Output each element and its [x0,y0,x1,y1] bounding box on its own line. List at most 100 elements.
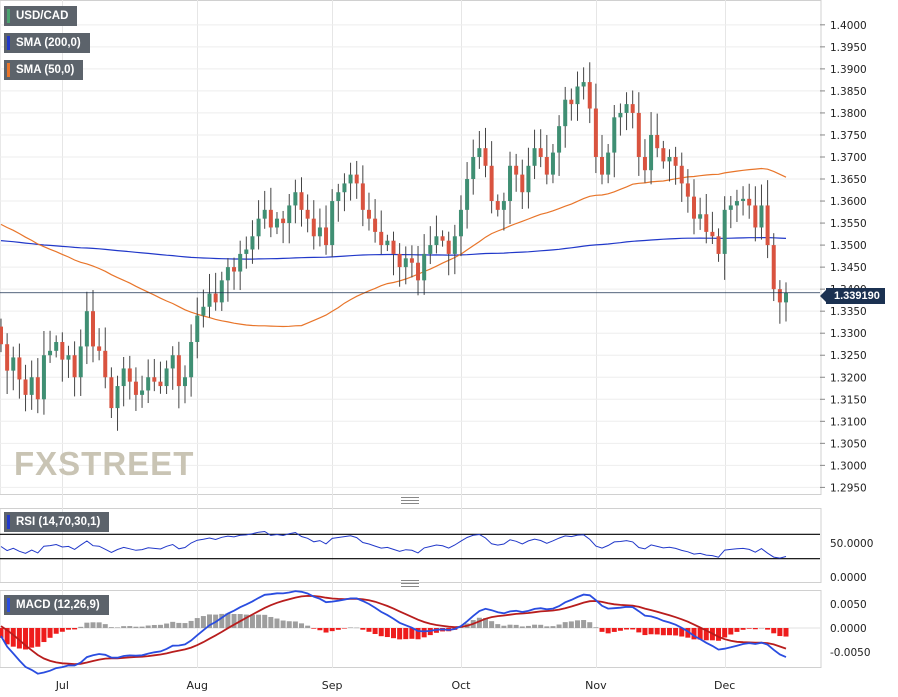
candle-body [771,245,776,290]
macd-histogram-bar [550,626,556,628]
candle-body [23,379,28,395]
candle [152,358,157,392]
candle [649,112,654,185]
candle-body [115,386,120,409]
candle-body [483,148,488,166]
candle [66,345,71,378]
macd-histogram-bar [532,624,538,628]
candle [403,246,408,285]
macd-histogram-bar [758,627,764,629]
symbol-swatch [7,9,10,23]
price-tick-label: 1.3000 [830,460,867,472]
candle [360,165,365,227]
candle-body [287,205,292,224]
candle [121,356,126,407]
candle [195,297,200,359]
candle [250,220,255,264]
candle-body [741,198,746,202]
candle [182,365,187,404]
macd-histogram-bar [157,624,163,628]
candle [600,134,605,185]
candle [317,208,322,247]
x-label-dec: Dec [714,679,735,692]
macd-histogram-bar [660,628,666,636]
candle-body [103,350,108,378]
legend-symbol-label: USD/CAD [16,10,69,22]
rsi-resize-handle[interactable] [401,497,419,504]
legend-symbol[interactable]: USD/CAD [4,6,78,26]
price-tick-label: 1.3800 [830,108,867,120]
macd-histogram-bar [200,616,206,628]
candle [244,236,249,269]
macd-histogram-bar [691,628,697,640]
candle [385,234,390,252]
macd-histogram-bar [581,620,587,628]
macd-histogram-bar [697,628,703,640]
candle-body [784,292,788,303]
candle-body [207,293,212,307]
macd-histogram-bar [151,624,157,628]
legend-sma50[interactable]: SMA (50,0) [4,60,84,80]
candle-body [489,165,494,202]
candle-body [581,82,586,87]
candle [60,332,65,382]
legend-macd[interactable]: MACD (12,26,9) [4,595,109,615]
candle [23,364,28,412]
macd-histogram-bar [513,624,519,628]
macd-histogram-bar [10,628,16,647]
macd-histogram-bar [593,627,599,628]
candle-body [440,236,445,241]
rsi-swatch [7,515,10,529]
x-label-jul: Jul [55,679,69,692]
candle [29,360,34,410]
macd-histogram-bar [341,628,347,629]
candle-body [514,165,519,175]
candle [765,180,770,259]
legend-sma200-label: SMA (200,0) [16,37,81,49]
candle [538,129,543,168]
macd-histogram-bar [716,628,722,641]
candle [84,291,89,365]
candle-body [17,357,22,380]
candle-body [238,253,243,272]
macd-histogram-bar [397,628,403,640]
candle [563,86,568,148]
candle-body [176,355,181,387]
candle [299,177,304,227]
candle [103,327,108,389]
candle [501,192,506,231]
candle-body [618,112,623,118]
macd-histogram-bar [274,618,280,628]
candle-body [232,267,237,272]
candle-body [182,377,187,387]
macd-histogram-bar [685,628,691,638]
macd-histogram-bar [587,622,593,628]
price-tick-label: 1.3650 [830,174,867,186]
candle-body [544,156,549,175]
macd-histogram-bar [108,627,114,628]
price-tick-label: 1.3300 [830,328,867,340]
rsi-panel-frame [0,508,822,583]
grid [0,0,822,668]
legend-macd-label: MACD (12,26,9) [16,599,100,611]
candle [17,343,22,399]
macd-resize-handle[interactable] [401,580,419,587]
candle-body [60,342,65,360]
legend-rsi[interactable]: RSI (14,70,30,1) [4,512,110,532]
macd-panel: 0.0050 0.0000 -0.0050 [0,590,871,675]
candle [477,130,482,169]
candle-body [299,192,304,210]
candle-body [54,342,59,351]
legend-sma200[interactable]: SMA (200,0) [4,33,90,53]
macd-histogram-bar [403,628,409,640]
candle [434,215,439,254]
candle-body [262,209,267,219]
macd-histogram-bar [740,628,746,630]
candle [692,179,697,235]
candle [0,318,3,353]
candle-body [593,108,598,157]
macd-histogram-bar [207,614,213,628]
price-tick-label: 1.3100 [830,416,867,428]
macd-histogram-bar [489,621,495,628]
candle-body [722,209,727,254]
